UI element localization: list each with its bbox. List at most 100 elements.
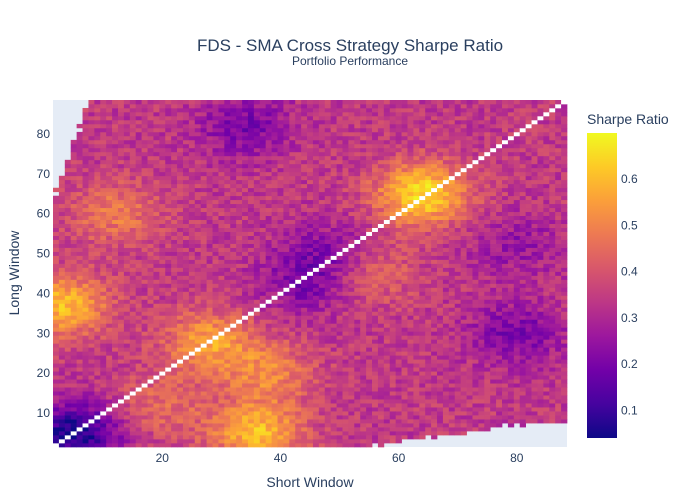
heatmap-cell [218,315,225,320]
heatmap-cell [289,311,296,316]
heatmap-cell [200,339,207,344]
heatmap-cell [165,103,172,109]
heatmap-cell [165,287,172,292]
heatmap-cell [129,199,137,205]
heatmap-cell [76,199,83,205]
heatmap-cell [70,287,77,292]
heatmap-cell [123,307,131,312]
heatmap-cell [182,335,190,340]
heatmap-cell [236,215,243,221]
heatmap-cell [271,191,278,197]
heatmap-cell [53,235,60,240]
heatmap-cell [230,351,237,356]
heatmap-cell [324,299,332,304]
heatmap-cell [106,363,113,368]
heatmap-cell [295,227,302,232]
heatmap-cell [377,363,385,368]
heatmap-cell [112,155,119,161]
heatmap-cell [259,367,267,372]
heatmap-cell [383,159,391,165]
heatmap-cell [165,387,172,392]
heatmap-cell [271,375,278,380]
heatmap-cell [194,395,202,400]
heatmap-cell [366,175,373,181]
heatmap-cell [330,111,337,117]
heatmap-cell [106,239,113,244]
heatmap-cell [206,355,213,360]
heatmap-cell [212,175,219,181]
heatmap-cell [236,187,243,193]
heatmap-cell [395,371,402,376]
heatmap-cell [277,115,284,121]
heatmap-cell [324,279,332,284]
heatmap-cell [182,367,190,372]
heatmap-cell [212,387,219,392]
heatmap-cell [253,111,261,117]
heatmap-cell [159,359,166,364]
heatmap-cell [106,147,113,153]
heatmap-cell [106,375,113,380]
heatmap-cell [129,295,137,300]
heatmap-cell [271,159,278,165]
heatmap-cell [247,431,255,436]
heatmap-cell [70,411,77,416]
heatmap-cell [336,403,343,408]
heatmap-cell [301,131,308,137]
heatmap-cell [289,131,296,137]
heatmap-cell [147,119,154,125]
heatmap-cell [188,219,196,224]
heatmap-cell [182,315,190,320]
heatmap-cell [295,407,302,412]
heatmap-cell [82,443,89,448]
diagonal-cell [289,283,296,288]
heatmap-cell [242,399,249,404]
heatmap-cell [188,183,196,189]
heatmap-cell [194,431,202,436]
heatmap-cell [330,223,337,228]
heatmap-cell [58,295,66,300]
heatmap-cell [265,247,272,252]
heatmap-cell [307,163,314,169]
heatmap-cell [289,235,296,240]
heatmap-cell [395,367,402,372]
heatmap-cell [182,231,190,236]
heatmap-cell [389,423,397,428]
heatmap-cell [295,147,302,153]
heatmap-cell [188,147,196,153]
heatmap-cell [112,367,119,372]
heatmap-cell [289,443,296,448]
heatmap-cell [58,399,66,404]
heatmap-cell [53,219,60,224]
heatmap-cell [64,243,72,248]
heatmap-cell [253,171,261,177]
heatmap-cell [123,155,131,161]
heatmap-cell [117,103,125,109]
heatmap-cell [312,271,320,276]
heatmap-cell [117,187,125,193]
heatmap-cell [366,319,373,324]
heatmap-cell [106,107,113,113]
heatmap-cell [106,391,113,396]
heatmap-cell [88,235,95,240]
heatmap-cell [366,147,373,153]
heatmap-cell [360,243,367,248]
heatmap-cell [242,423,249,428]
heatmap-cell [342,311,349,316]
heatmap-cell [242,339,249,344]
heatmap-cell [377,335,385,340]
heatmap-cell [318,323,326,328]
heatmap-cell [171,371,178,376]
heatmap-cell [318,363,326,368]
heatmap-cell [100,167,107,173]
heatmap-cell [53,199,60,205]
heatmap-cell [188,379,196,384]
heatmap-cell [171,347,178,352]
heatmap-cell [348,395,355,400]
heatmap-cell [206,115,213,121]
heatmap-cell [295,423,302,428]
heatmap-cell [372,223,379,228]
heatmap-cell [336,415,343,420]
heatmap-cell [312,199,320,205]
heatmap-cell [348,107,355,113]
heatmap-cell [383,215,391,221]
